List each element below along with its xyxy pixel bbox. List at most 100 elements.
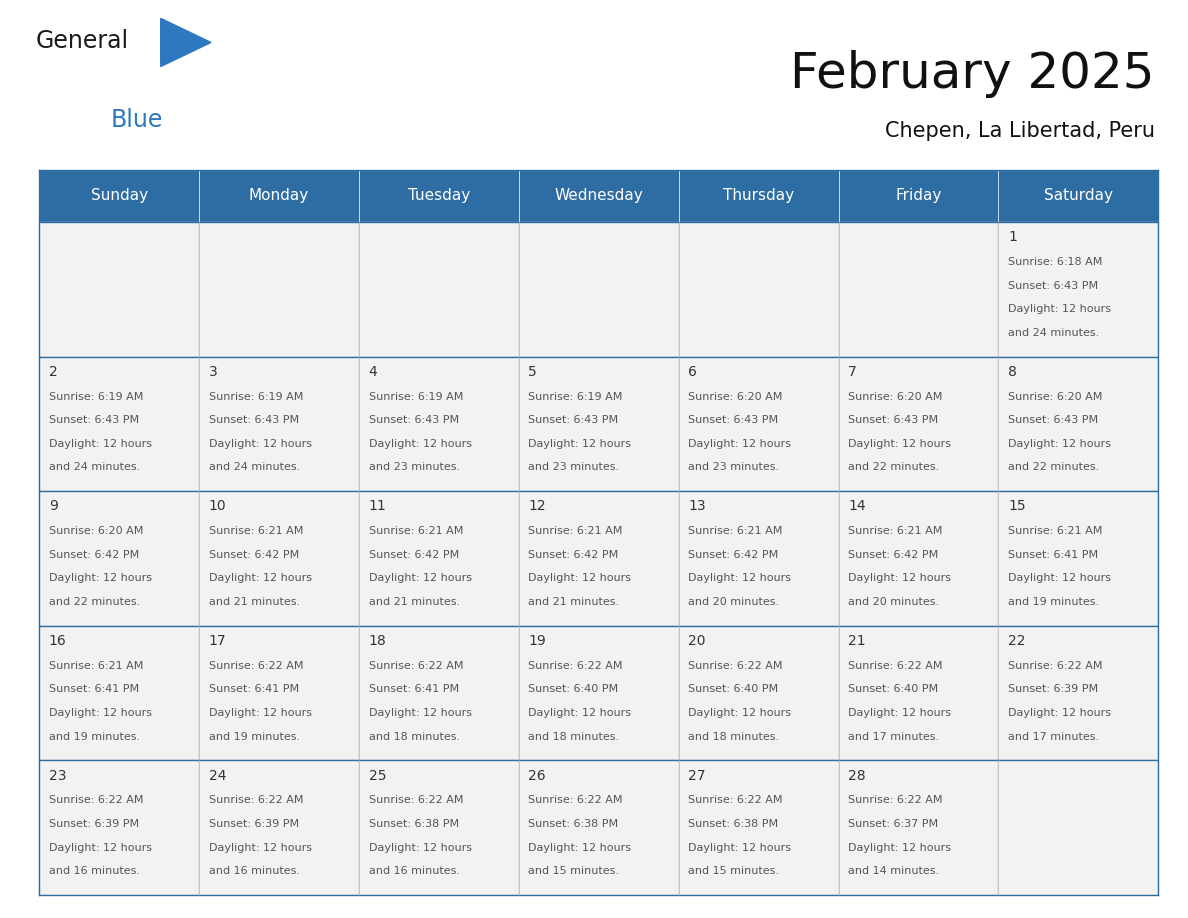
Text: Sunset: 6:38 PM: Sunset: 6:38 PM	[368, 819, 459, 829]
Text: Daylight: 12 hours: Daylight: 12 hours	[368, 843, 472, 853]
Text: and 22 minutes.: and 22 minutes.	[1009, 463, 1099, 472]
Text: and 15 minutes.: and 15 minutes.	[529, 866, 619, 876]
Text: Daylight: 12 hours: Daylight: 12 hours	[209, 843, 311, 853]
Text: 27: 27	[688, 768, 706, 782]
Text: and 16 minutes.: and 16 minutes.	[368, 866, 460, 876]
Text: and 23 minutes.: and 23 minutes.	[368, 463, 460, 472]
Text: Sunset: 6:37 PM: Sunset: 6:37 PM	[848, 819, 939, 829]
Text: 26: 26	[529, 768, 546, 782]
Text: 11: 11	[368, 499, 386, 513]
Text: Sunrise: 6:22 AM: Sunrise: 6:22 AM	[848, 795, 942, 805]
Text: Sunrise: 6:21 AM: Sunrise: 6:21 AM	[529, 526, 623, 536]
Text: and 19 minutes.: and 19 minutes.	[209, 732, 299, 742]
Text: Sunrise: 6:22 AM: Sunrise: 6:22 AM	[209, 661, 303, 671]
Text: Sunset: 6:42 PM: Sunset: 6:42 PM	[49, 550, 139, 560]
Text: Daylight: 12 hours: Daylight: 12 hours	[848, 574, 952, 583]
Text: 20: 20	[688, 634, 706, 648]
Text: and 16 minutes.: and 16 minutes.	[49, 866, 140, 876]
Text: and 23 minutes.: and 23 minutes.	[529, 463, 619, 472]
Text: Sunset: 6:40 PM: Sunset: 6:40 PM	[848, 685, 939, 694]
Text: 15: 15	[1009, 499, 1025, 513]
Text: Sunrise: 6:20 AM: Sunrise: 6:20 AM	[1009, 392, 1102, 402]
Text: Sunset: 6:38 PM: Sunset: 6:38 PM	[688, 819, 778, 829]
Text: and 21 minutes.: and 21 minutes.	[209, 597, 299, 607]
Text: Sunset: 6:43 PM: Sunset: 6:43 PM	[49, 415, 139, 425]
Text: 14: 14	[848, 499, 866, 513]
Text: and 19 minutes.: and 19 minutes.	[1009, 597, 1099, 607]
Text: 13: 13	[688, 499, 706, 513]
Text: Friday: Friday	[896, 188, 942, 204]
Text: Sunrise: 6:22 AM: Sunrise: 6:22 AM	[688, 795, 783, 805]
Text: Sunset: 6:42 PM: Sunset: 6:42 PM	[368, 550, 459, 560]
Text: Sunrise: 6:22 AM: Sunrise: 6:22 AM	[848, 661, 942, 671]
Text: Sunset: 6:43 PM: Sunset: 6:43 PM	[1009, 415, 1098, 425]
Text: Daylight: 12 hours: Daylight: 12 hours	[1009, 574, 1111, 583]
Text: Sunset: 6:38 PM: Sunset: 6:38 PM	[529, 819, 619, 829]
Text: and 23 minutes.: and 23 minutes.	[688, 463, 779, 472]
Text: Sunrise: 6:19 AM: Sunrise: 6:19 AM	[529, 392, 623, 402]
Text: 21: 21	[848, 634, 866, 648]
Text: Daylight: 12 hours: Daylight: 12 hours	[529, 574, 631, 583]
Text: and 14 minutes.: and 14 minutes.	[848, 866, 940, 876]
Text: Daylight: 12 hours: Daylight: 12 hours	[49, 708, 152, 718]
Text: Sunrise: 6:22 AM: Sunrise: 6:22 AM	[1009, 661, 1102, 671]
Text: and 21 minutes.: and 21 minutes.	[368, 597, 460, 607]
Text: and 15 minutes.: and 15 minutes.	[688, 866, 779, 876]
Text: Sunset: 6:39 PM: Sunset: 6:39 PM	[1009, 685, 1098, 694]
Text: Sunset: 6:41 PM: Sunset: 6:41 PM	[209, 685, 299, 694]
Text: Sunrise: 6:19 AM: Sunrise: 6:19 AM	[368, 392, 463, 402]
Text: Sunset: 6:42 PM: Sunset: 6:42 PM	[848, 550, 939, 560]
Text: and 24 minutes.: and 24 minutes.	[49, 463, 140, 472]
Text: 1: 1	[1009, 230, 1017, 244]
Text: Daylight: 12 hours: Daylight: 12 hours	[1009, 304, 1111, 314]
Text: Sunrise: 6:20 AM: Sunrise: 6:20 AM	[49, 526, 144, 536]
Text: Sunrise: 6:21 AM: Sunrise: 6:21 AM	[1009, 526, 1102, 536]
Text: Sunset: 6:42 PM: Sunset: 6:42 PM	[688, 550, 778, 560]
Text: Sunset: 6:43 PM: Sunset: 6:43 PM	[848, 415, 939, 425]
Text: Daylight: 12 hours: Daylight: 12 hours	[1009, 708, 1111, 718]
Text: 24: 24	[209, 768, 226, 782]
Text: 22: 22	[1009, 634, 1025, 648]
Text: Thursday: Thursday	[723, 188, 795, 204]
Text: and 17 minutes.: and 17 minutes.	[1009, 732, 1099, 742]
Text: Daylight: 12 hours: Daylight: 12 hours	[49, 574, 152, 583]
Text: Sunrise: 6:21 AM: Sunrise: 6:21 AM	[368, 526, 463, 536]
Text: Sunrise: 6:19 AM: Sunrise: 6:19 AM	[49, 392, 144, 402]
Text: Sunset: 6:41 PM: Sunset: 6:41 PM	[368, 685, 459, 694]
Text: Tuesday: Tuesday	[407, 188, 470, 204]
Text: Sunrise: 6:22 AM: Sunrise: 6:22 AM	[368, 795, 463, 805]
Text: Chepen, La Libertad, Peru: Chepen, La Libertad, Peru	[885, 121, 1155, 141]
Text: Sunset: 6:41 PM: Sunset: 6:41 PM	[49, 685, 139, 694]
Text: and 18 minutes.: and 18 minutes.	[688, 732, 779, 742]
Text: Sunset: 6:39 PM: Sunset: 6:39 PM	[49, 819, 139, 829]
Text: Daylight: 12 hours: Daylight: 12 hours	[688, 439, 791, 449]
Text: and 18 minutes.: and 18 minutes.	[368, 732, 460, 742]
Text: General: General	[36, 28, 128, 52]
Text: Daylight: 12 hours: Daylight: 12 hours	[529, 843, 631, 853]
Text: 17: 17	[209, 634, 226, 648]
Text: Daylight: 12 hours: Daylight: 12 hours	[49, 439, 152, 449]
Text: 4: 4	[368, 364, 378, 379]
Text: 16: 16	[49, 634, 67, 648]
Text: Sunrise: 6:22 AM: Sunrise: 6:22 AM	[49, 795, 144, 805]
Text: Sunrise: 6:21 AM: Sunrise: 6:21 AM	[49, 661, 144, 671]
Text: Sunset: 6:43 PM: Sunset: 6:43 PM	[368, 415, 459, 425]
Text: and 24 minutes.: and 24 minutes.	[209, 463, 299, 472]
Text: and 20 minutes.: and 20 minutes.	[688, 597, 779, 607]
Text: and 17 minutes.: and 17 minutes.	[848, 732, 940, 742]
Text: Sunset: 6:43 PM: Sunset: 6:43 PM	[1009, 281, 1098, 291]
Text: 28: 28	[848, 768, 866, 782]
Text: Sunrise: 6:22 AM: Sunrise: 6:22 AM	[209, 795, 303, 805]
Text: 12: 12	[529, 499, 546, 513]
Text: Daylight: 12 hours: Daylight: 12 hours	[688, 843, 791, 853]
Text: and 18 minutes.: and 18 minutes.	[529, 732, 619, 742]
Text: 18: 18	[368, 634, 386, 648]
Text: 9: 9	[49, 499, 58, 513]
Text: 8: 8	[1009, 364, 1017, 379]
Text: Sunset: 6:43 PM: Sunset: 6:43 PM	[209, 415, 299, 425]
Text: 2: 2	[49, 364, 57, 379]
Text: Sunset: 6:42 PM: Sunset: 6:42 PM	[209, 550, 299, 560]
Text: 7: 7	[848, 364, 857, 379]
Text: Sunrise: 6:20 AM: Sunrise: 6:20 AM	[688, 392, 783, 402]
Text: Sunset: 6:43 PM: Sunset: 6:43 PM	[529, 415, 619, 425]
